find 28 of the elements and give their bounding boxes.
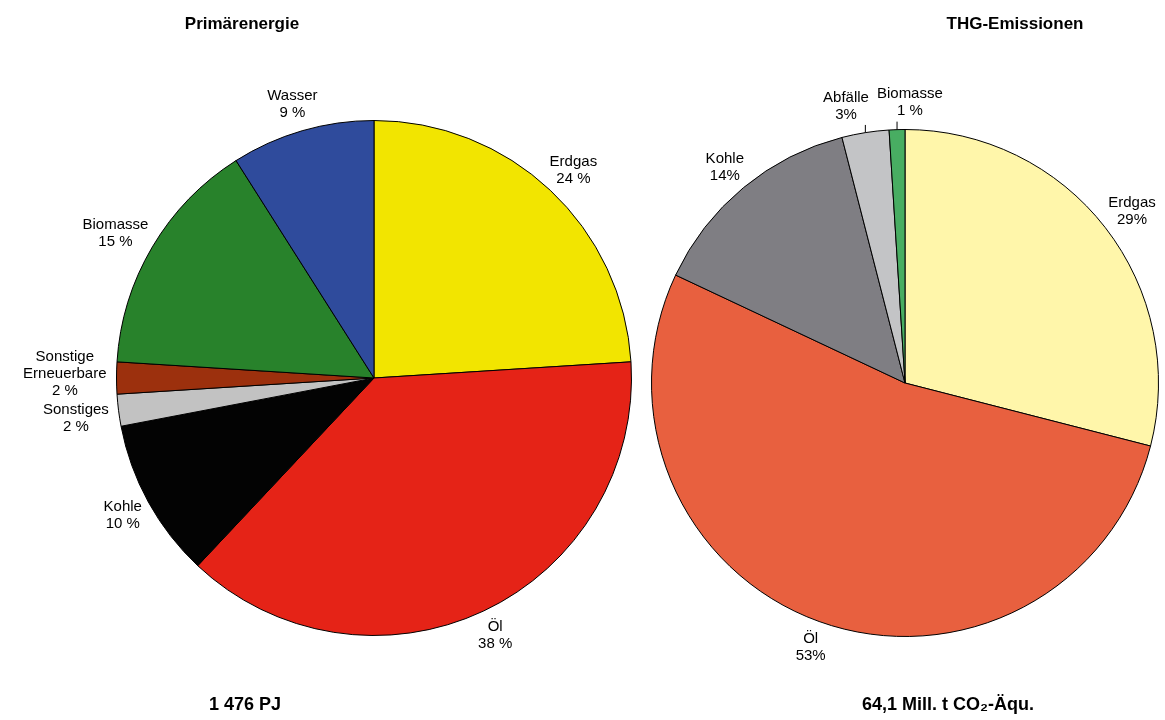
data-label: 2 % — [51, 380, 78, 398]
slice-label: Abfälle — [823, 87, 869, 105]
slice-label: Kohle — [103, 496, 142, 514]
data-label: 38 % — [478, 634, 513, 652]
data-label: 9 % — [279, 103, 306, 121]
data-label: 29% — [1116, 209, 1147, 227]
data-label: 1 % — [896, 101, 923, 119]
chart-title: THG-Emissionen — [946, 13, 1084, 33]
slice-label: Sonstige Erneuerbare — [23, 346, 107, 381]
data-label: 3% — [835, 104, 857, 122]
data-label: 24 % — [556, 169, 591, 187]
chart-title: Primärenergie — [184, 13, 300, 33]
slice-label: Erdgas — [1108, 192, 1156, 210]
slice-label: Erdgas — [549, 152, 598, 170]
slice-label: Kohle — [705, 148, 744, 166]
slice-label: Sonstiges — [42, 399, 109, 417]
data-label: 2 % — [63, 416, 89, 434]
text: 1 476 PJ — [208, 693, 282, 714]
data-label: 10 % — [105, 513, 140, 531]
data-label: 53% — [795, 645, 826, 663]
data-label: 15 % — [98, 231, 133, 249]
text: 64,1 Mill. t CO₂-Äqu. — [861, 693, 1035, 714]
slice-label: Biomasse — [82, 214, 149, 232]
data-label: 14% — [709, 165, 740, 183]
slice-label: Wasser — [267, 86, 318, 104]
slice-label: Öl — [487, 617, 503, 635]
slice-label: Öl — [803, 628, 819, 646]
slice-label: Biomasse — [876, 84, 943, 102]
